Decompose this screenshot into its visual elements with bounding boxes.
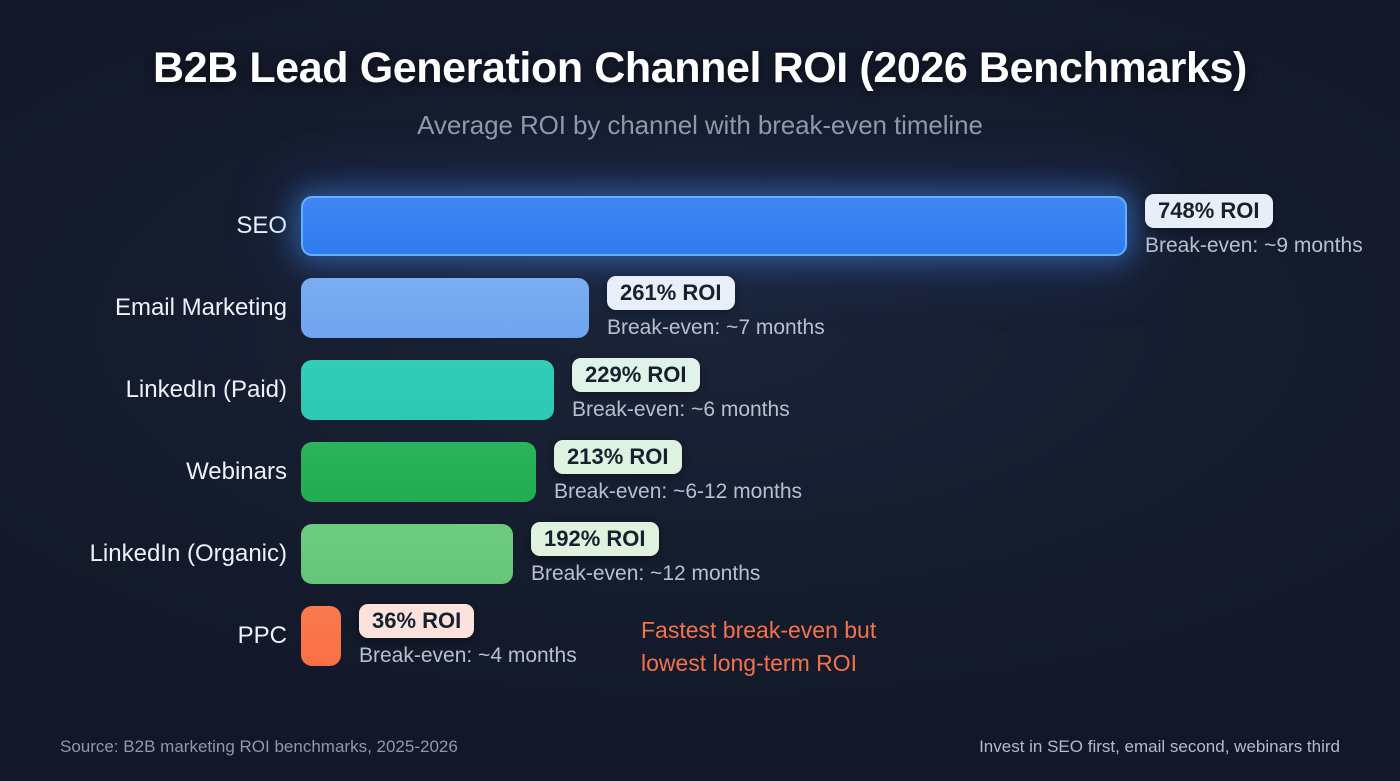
ppc-callout-note: Fastest break-even but lowest long-term … bbox=[641, 617, 877, 676]
chart-bar-row: LinkedIn (Paid) 229% ROI Break-even: ~6 mo… bbox=[0, 358, 1400, 442]
bar-category-label: Webinars bbox=[186, 458, 287, 485]
bar-value-badge: 36% ROI bbox=[359, 604, 475, 639]
bar-annotation: 229% ROI Break-even: ~6 months bbox=[572, 358, 790, 422]
bar-annotation: 261% ROI Break-even: ~7 months bbox=[607, 276, 825, 340]
bar-webinars[interactable] bbox=[301, 442, 536, 502]
bar-track bbox=[301, 360, 554, 420]
chart-subtitle: Average ROI by channel with break-even t… bbox=[417, 110, 983, 141]
bar-annotation: 192% ROI Break-even: ~12 months bbox=[531, 522, 760, 586]
chart-bar-row: Webinars 213% ROI Break-even: ~6-12 months bbox=[0, 440, 1400, 524]
break-even-label: Break-even: ~7 months bbox=[607, 316, 825, 340]
break-even-label: Break-even: ~6-12 months bbox=[554, 480, 803, 504]
bar-category-label: LinkedIn (Organic) bbox=[89, 540, 287, 567]
bar-category-label: SEO bbox=[236, 212, 287, 239]
source-note: Source: B2B marketing ROI benchmarks, 20… bbox=[60, 737, 458, 756]
bar-seo[interactable] bbox=[301, 196, 1127, 256]
bar-annotation: 213% ROI Break-even: ~6-12 months bbox=[554, 440, 802, 504]
bar-linkedin-paid[interactable] bbox=[301, 360, 554, 420]
bar-track bbox=[301, 524, 513, 584]
chart-bar-row: PPC 36% ROI Break-even: ~4 months bbox=[0, 604, 1400, 688]
break-even-label: Break-even: ~6 months bbox=[572, 398, 790, 422]
break-even-label: Break-even: ~4 months bbox=[359, 644, 577, 668]
bar-category-label: PPC bbox=[237, 622, 287, 649]
bar-annotation: 36% ROI Break-even: ~4 months bbox=[359, 604, 577, 668]
chart-bar-row: SEO 748% ROI Break-even: ~9 months bbox=[0, 194, 1400, 278]
chart-bar-row: LinkedIn (Organic) 192% ROI Break-even: ~1… bbox=[0, 522, 1400, 606]
bar-category-label: Email Marketing bbox=[114, 294, 287, 321]
bar-track bbox=[301, 442, 536, 502]
bar-value-badge: 213% ROI bbox=[554, 440, 682, 475]
chart-header: B2B Lead Generation Channel ROI (2026 Be… bbox=[0, 44, 1400, 141]
page-title: B2B Lead Generation Channel ROI (2026 Be… bbox=[153, 44, 1247, 92]
bar-linkedin-organic[interactable] bbox=[301, 524, 513, 584]
break-even-label: Break-even: ~12 months bbox=[531, 562, 761, 586]
bar-track bbox=[301, 278, 589, 338]
bar-value-badge: 261% ROI bbox=[607, 276, 735, 311]
chart-bar-row: Email Marketing 261% ROI Break-even: ~7 mo… bbox=[0, 276, 1400, 360]
bar-email-marketing[interactable] bbox=[301, 278, 589, 338]
bar-value-badge: 192% ROI bbox=[531, 522, 659, 557]
bar-chart-plot: SEO 748% ROI Break-even: ~9 months Email Ma… bbox=[0, 194, 1400, 696]
bar-category-label: LinkedIn (Paid) bbox=[125, 376, 287, 403]
bar-value-badge: 229% ROI bbox=[572, 358, 700, 393]
break-even-label: Break-even: ~9 months bbox=[1145, 234, 1363, 258]
bar-track bbox=[301, 196, 1127, 256]
bar-value-badge: 748% ROI bbox=[1145, 194, 1273, 229]
bar-annotation: 748% ROI Break-even: ~9 months bbox=[1145, 194, 1363, 258]
bar-ppc[interactable] bbox=[301, 606, 341, 666]
bar-track bbox=[301, 606, 341, 666]
takeaway-note: Invest in SEO first, email second, webin… bbox=[979, 737, 1340, 756]
